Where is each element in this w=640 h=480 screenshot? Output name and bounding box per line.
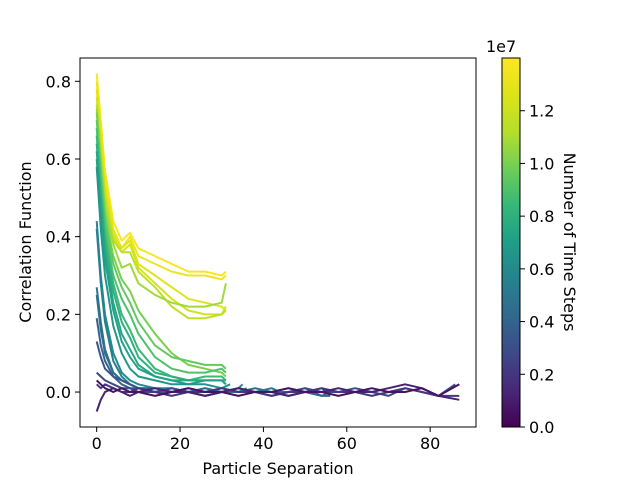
colorbar-tick-label: 1.2 bbox=[529, 102, 554, 121]
series-line-5 bbox=[95, 108, 227, 308]
series-line-2 bbox=[95, 89, 227, 312]
colorbar-tick-label: 0.4 bbox=[529, 313, 554, 332]
y-tick-label: 0.4 bbox=[46, 228, 71, 247]
colorbar-tick-label: 0.0 bbox=[529, 418, 554, 437]
y-tick-label: 0.0 bbox=[46, 383, 71, 402]
y-tick-label: 0.6 bbox=[46, 150, 71, 169]
series-line-4 bbox=[95, 104, 227, 320]
series-line-23 bbox=[96, 379, 460, 397]
y-tick-label: 0.8 bbox=[46, 72, 71, 91]
y-axis-label: Correlation Function bbox=[16, 161, 35, 322]
series-line-12 bbox=[95, 158, 227, 386]
x-axis-label: Particle Separation bbox=[202, 459, 353, 478]
colorbar bbox=[501, 57, 521, 428]
x-tick-label: 60 bbox=[337, 434, 357, 453]
x-axis-ticks: 0 20 40 60 80 bbox=[92, 427, 440, 453]
y-tick-label: 0.2 bbox=[46, 305, 71, 324]
x-tick-label: 20 bbox=[170, 434, 190, 453]
colorbar-multiplier: 1e7 bbox=[486, 37, 516, 56]
series-line-13 bbox=[95, 166, 231, 390]
x-tick-label: 80 bbox=[420, 434, 440, 453]
series-layer bbox=[95, 73, 460, 412]
plot-frame bbox=[79, 57, 477, 428]
x-tick-label: 0 bbox=[92, 434, 102, 453]
y-axis-ticks: 0.0 0.2 0.4 0.6 0.8 bbox=[46, 72, 80, 402]
colorbar-tick-label: 0.2 bbox=[529, 365, 554, 384]
colorbar-tick-label: 1.0 bbox=[529, 154, 554, 173]
colorbar-ticks: 0.0 0.2 0.4 0.6 0.8 1.0 1.2 bbox=[520, 102, 554, 437]
colorbar-tick-label: 0.8 bbox=[529, 207, 554, 226]
x-tick-label: 40 bbox=[253, 434, 273, 453]
colorbar-label: Number of Time Steps bbox=[560, 153, 579, 332]
colorbar-tick-label: 0.6 bbox=[529, 260, 554, 279]
series-line-22 bbox=[95, 383, 460, 412]
